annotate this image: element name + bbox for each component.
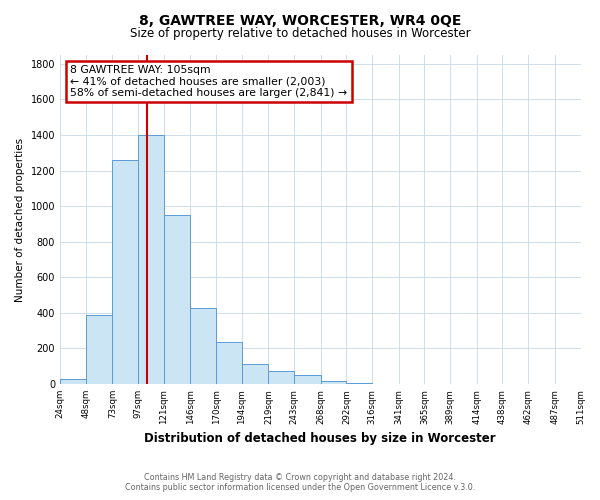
Bar	[321, 382, 346, 384]
Bar	[216, 342, 242, 384]
Bar	[242, 364, 268, 384]
Text: 8, GAWTREE WAY, WORCESTER, WR4 0QE: 8, GAWTREE WAY, WORCESTER, WR4 0QE	[139, 14, 461, 28]
Y-axis label: Number of detached properties: Number of detached properties	[15, 138, 25, 302]
X-axis label: Distribution of detached houses by size in Worcester: Distribution of detached houses by size …	[145, 432, 496, 445]
Bar	[138, 135, 164, 384]
Bar	[164, 215, 190, 384]
Text: 8 GAWTREE WAY: 105sqm
← 41% of detached houses are smaller (2,003)
58% of semi-d: 8 GAWTREE WAY: 105sqm ← 41% of detached …	[70, 65, 347, 98]
Bar	[86, 314, 112, 384]
Bar	[60, 380, 86, 384]
Bar	[190, 308, 216, 384]
Bar	[346, 383, 372, 384]
Bar	[268, 372, 294, 384]
Bar	[112, 160, 138, 384]
Text: Contains HM Land Registry data © Crown copyright and database right 2024.
Contai: Contains HM Land Registry data © Crown c…	[125, 473, 475, 492]
Text: Size of property relative to detached houses in Worcester: Size of property relative to detached ho…	[130, 28, 470, 40]
Bar	[294, 375, 321, 384]
